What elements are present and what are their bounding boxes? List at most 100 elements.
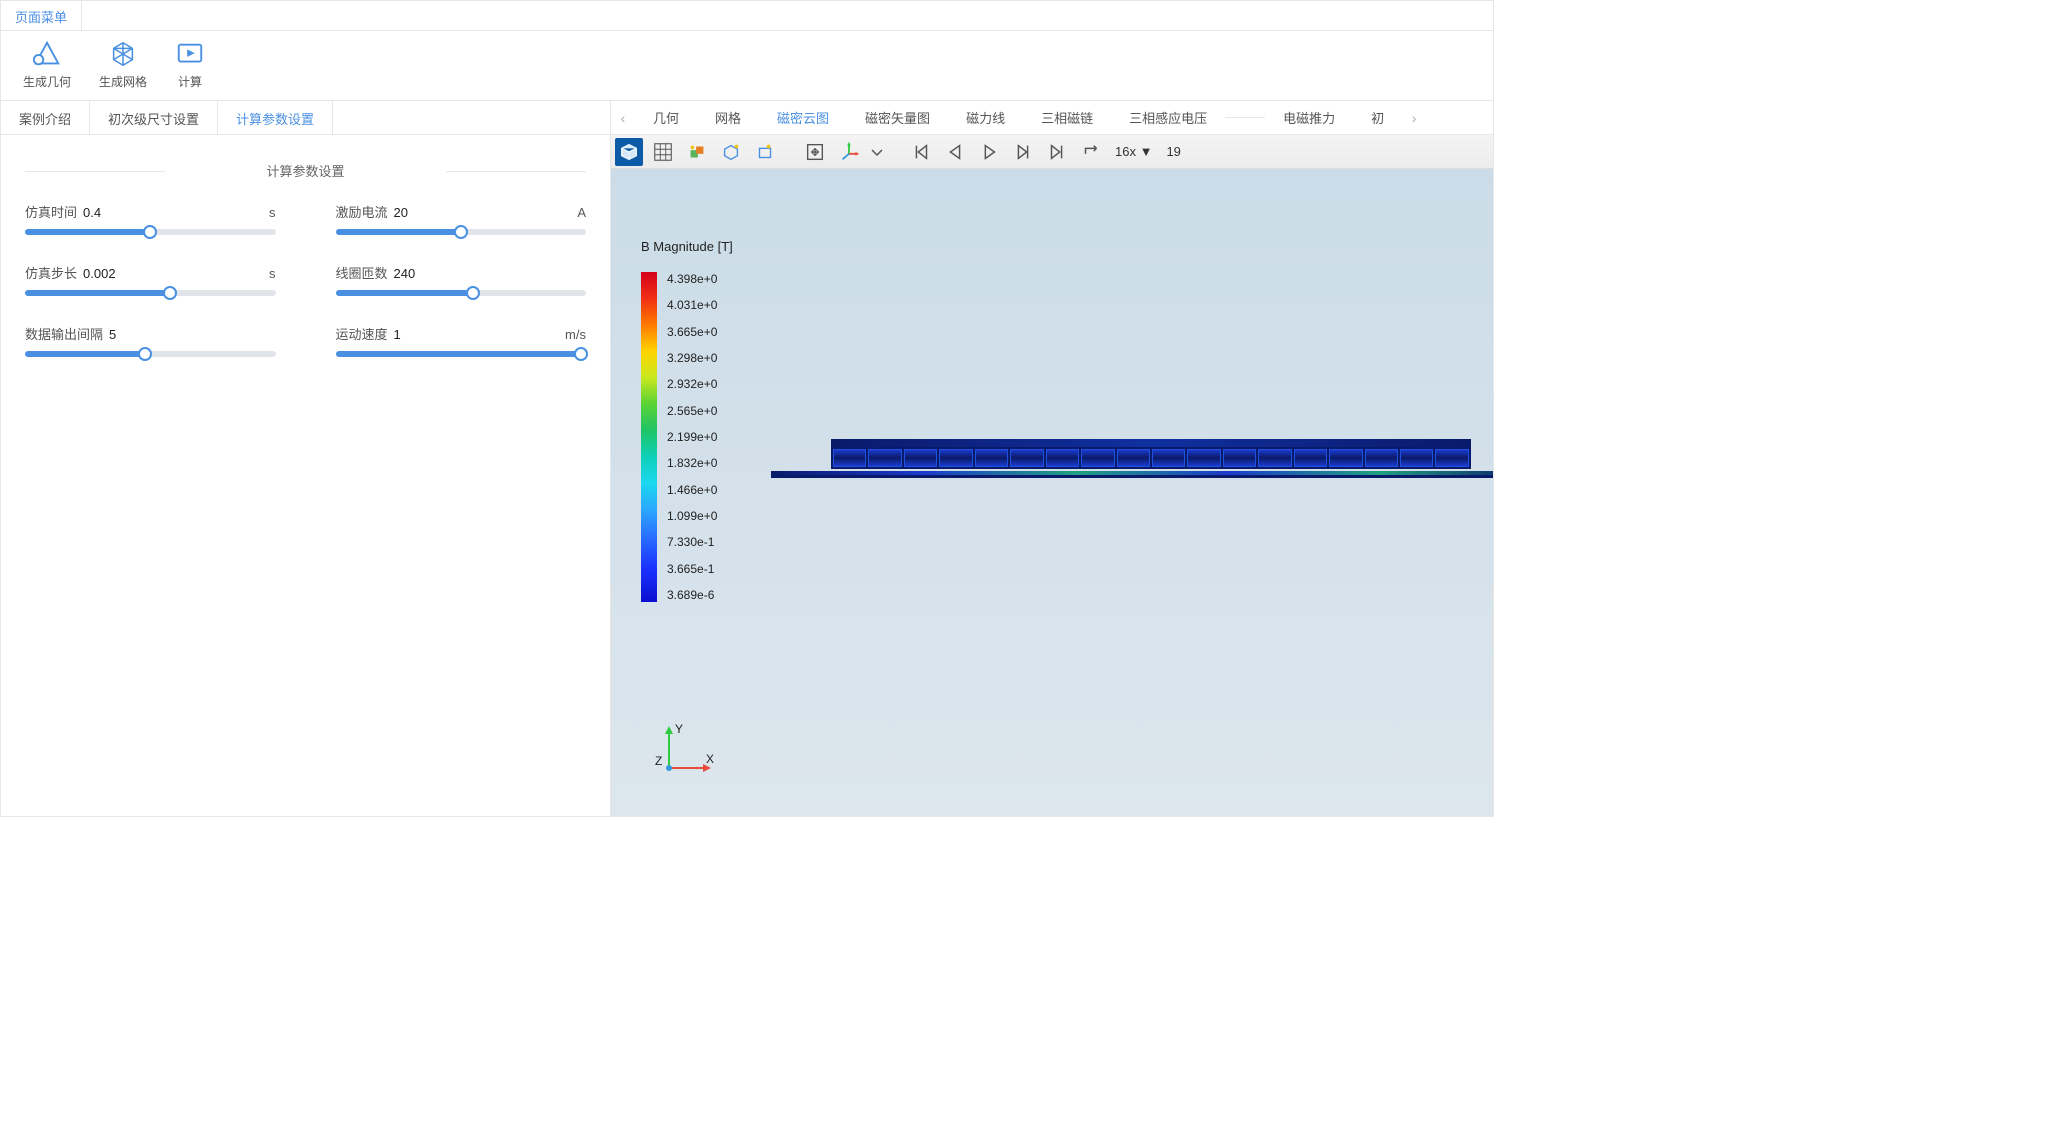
view-3d-button[interactable] <box>615 138 643 166</box>
param-slider[interactable] <box>25 290 276 296</box>
wireframe-button[interactable] <box>717 138 745 166</box>
tab-thrust[interactable]: 电磁推力 <box>1265 101 1353 135</box>
params-section-title: 计算参数设置 <box>25 161 586 180</box>
last-frame-button[interactable] <box>1043 138 1071 166</box>
svg-text:Y: Y <box>675 723 683 736</box>
axis-orient-button[interactable] <box>835 138 863 166</box>
param-slider[interactable] <box>336 351 587 357</box>
axis-dropdown[interactable] <box>869 138 885 166</box>
param-out_step: 数据输出间隔5 <box>25 324 276 357</box>
axis-triad: Y X Z <box>651 723 721 786</box>
param-slider[interactable] <box>336 229 587 235</box>
legend-tick: 1.832e+0 <box>667 456 717 470</box>
first-frame-button[interactable] <box>907 138 935 166</box>
tab-mesh[interactable]: 网格 <box>697 101 759 135</box>
fit-icon <box>804 141 826 163</box>
param-sim_time: 仿真时间0.4s <box>25 202 276 235</box>
legend-tick: 3.689e-6 <box>667 588 717 602</box>
selection-button[interactable] <box>683 138 711 166</box>
legend-title: B Magnitude [T] <box>641 239 733 254</box>
tab-flux[interactable]: 三相磁链 <box>1023 101 1111 135</box>
prev-icon <box>944 141 966 163</box>
legend-tick: 3.665e-1 <box>667 562 717 576</box>
param-value: 20 <box>394 205 408 220</box>
tab-phase[interactable]: 初 <box>1353 101 1402 135</box>
cube-icon <box>618 141 640 163</box>
prev-frame-button[interactable] <box>941 138 969 166</box>
generate-mesh-button[interactable]: 生成网格 <box>99 39 147 96</box>
legend-tick: 1.099e+0 <box>667 509 717 523</box>
param-speed: 运动速度1m/s <box>336 324 587 357</box>
legend-tick: 2.932e+0 <box>667 377 717 391</box>
tab-field-lines[interactable]: 磁力线 <box>948 101 1023 135</box>
loop-icon <box>1080 141 1102 163</box>
param-slider[interactable] <box>25 229 276 235</box>
playback-speed[interactable]: 16x ▼ <box>1111 144 1156 159</box>
tabs-scroll-right[interactable]: › <box>1402 110 1426 126</box>
tab-b-vector[interactable]: 磁密矢量图 <box>847 101 948 135</box>
next-icon <box>1012 141 1034 163</box>
param-label: 数据输出间隔 <box>25 324 103 343</box>
main-split: 案例介绍 初次级尺寸设置 计算参数设置 计算参数设置 仿真时间0.4s激励电流2… <box>1 101 1493 816</box>
tab-b-cloud[interactable]: 磁密云图 <box>759 101 847 135</box>
left-body: 计算参数设置 仿真时间0.4s激励电流20A仿真步长0.002s线圈匝数240数… <box>1 135 610 375</box>
lighting-button[interactable] <box>751 138 779 166</box>
tab-emf[interactable]: 三相感应电压 <box>1111 101 1225 135</box>
param-unit: A <box>577 205 586 220</box>
param-turns: 线圈匝数 240 <box>336 263 587 296</box>
compute-label: 计算 <box>178 73 202 90</box>
right-tabs: ‹ 几何 网格 磁密云图 磁密矢量图 磁力线 三相磁链 三相感应电压 电磁推力 … <box>611 101 1493 135</box>
selection-icon <box>686 141 708 163</box>
left-tabs: 案例介绍 初次级尺寸设置 计算参数设置 <box>1 101 610 135</box>
legend-tick: 3.298e+0 <box>667 351 717 365</box>
param-label: 仿真步长 <box>25 263 77 282</box>
tab-geometry[interactable]: 几何 <box>635 101 697 135</box>
grid-icon <box>652 141 674 163</box>
svg-text:Z: Z <box>655 754 662 768</box>
viewport[interactable]: B Magnitude [T] 4.398e+04.031e+03.665e+0… <box>611 169 1493 816</box>
param-value: 0.002 <box>83 266 116 281</box>
viewport-toolbar: 16x ▼ 19 <box>611 135 1493 169</box>
legend-tick: 2.565e+0 <box>667 404 717 418</box>
app-root: 页面菜单 生成几何 生成网格 计算 案例介绍 初次级尺寸设置 计算参数设置 计算… <box>0 0 1494 817</box>
right-panel: ‹ 几何 网格 磁密云图 磁密矢量图 磁力线 三相磁链 三相感应电压 电磁推力 … <box>611 101 1493 816</box>
grid-toggle-button[interactable] <box>649 138 677 166</box>
param-value: 240 <box>394 266 416 281</box>
play-icon <box>978 141 1000 163</box>
legend-tick: 7.330e-1 <box>667 535 717 549</box>
lighting-icon <box>754 141 776 163</box>
legend-tick: 2.199e+0 <box>667 430 717 444</box>
left-panel: 案例介绍 初次级尺寸设置 计算参数设置 计算参数设置 仿真时间0.4s激励电流2… <box>1 101 611 816</box>
generate-mesh-label: 生成网格 <box>99 73 147 90</box>
param-value: 0.4 <box>83 205 101 220</box>
legend-tick: 3.665e+0 <box>667 325 717 339</box>
top-tab-page-menu[interactable]: 页面菜单 <box>1 1 82 30</box>
play-button[interactable] <box>975 138 1003 166</box>
legend-bar <box>641 272 657 602</box>
svg-text:X: X <box>706 752 714 766</box>
last-icon <box>1046 141 1068 163</box>
param-label: 仿真时间 <box>25 202 77 221</box>
param-label: 运动速度 <box>336 324 388 343</box>
mesh-icon <box>108 39 138 69</box>
tab-params[interactable]: 计算参数设置 <box>218 101 333 134</box>
first-icon <box>910 141 932 163</box>
param-grid: 仿真时间0.4s激励电流20A仿真步长0.002s线圈匝数240数据输出间隔5运… <box>25 202 586 357</box>
tabs-scroll-left[interactable]: ‹ <box>611 110 635 126</box>
legend-labels: 4.398e+04.031e+03.665e+03.298e+02.932e+0… <box>667 272 717 602</box>
tab-intro[interactable]: 案例介绍 <box>1 101 90 134</box>
geometry-icon <box>32 39 62 69</box>
chevron-down-icon <box>869 141 885 163</box>
param-slider[interactable] <box>25 351 276 357</box>
compute-button[interactable]: 计算 <box>175 39 205 96</box>
param-slider[interactable] <box>336 290 587 296</box>
legend-tick: 4.398e+0 <box>667 272 717 286</box>
loop-button[interactable] <box>1077 138 1105 166</box>
fit-view-button[interactable] <box>801 138 829 166</box>
tab-dimensions[interactable]: 初次级尺寸设置 <box>90 101 218 134</box>
legend-tick: 1.466e+0 <box>667 483 717 497</box>
next-frame-button[interactable] <box>1009 138 1037 166</box>
param-label: 线圈匝数 <box>336 263 388 282</box>
param-value: 1 <box>394 327 401 342</box>
generate-geometry-button[interactable]: 生成几何 <box>23 39 71 96</box>
